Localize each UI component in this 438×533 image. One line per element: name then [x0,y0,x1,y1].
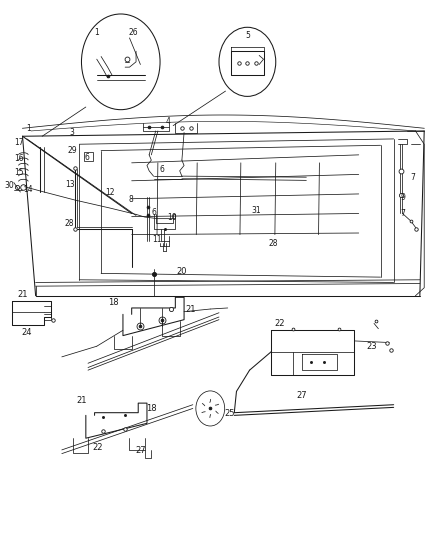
Text: 21: 21 [17,289,28,298]
Text: 31: 31 [251,206,261,215]
Text: 6: 6 [85,153,90,162]
Text: 27: 27 [297,391,307,400]
FancyBboxPatch shape [84,152,93,161]
Text: 7: 7 [400,209,405,218]
Text: 7: 7 [410,173,415,182]
Text: 11: 11 [152,236,162,245]
Text: 9: 9 [401,193,406,202]
Text: 27: 27 [135,447,146,456]
Text: 24: 24 [21,328,32,337]
Text: 14: 14 [23,185,32,195]
Text: 8: 8 [128,195,133,204]
Text: 22: 22 [93,443,103,452]
Text: 20: 20 [177,268,187,276]
Text: 3: 3 [69,128,74,137]
Text: 21: 21 [76,397,87,406]
Text: 30: 30 [4,181,14,190]
Text: 22: 22 [275,319,286,328]
Text: 10: 10 [167,213,177,222]
Text: 6: 6 [160,165,165,174]
Text: 18: 18 [146,404,157,413]
Text: 4: 4 [166,117,170,126]
Text: 28: 28 [269,239,278,248]
Text: 25: 25 [225,409,235,418]
Text: 15: 15 [14,168,24,177]
Text: 1: 1 [94,28,99,37]
Text: 1: 1 [27,124,32,133]
Text: 12: 12 [105,188,115,197]
Text: 21: 21 [185,304,196,313]
Text: 18: 18 [108,298,119,307]
Text: 6: 6 [151,208,156,217]
Text: 17: 17 [14,138,24,147]
Text: 29: 29 [67,146,77,155]
Text: 28: 28 [65,220,74,229]
Text: 23: 23 [367,342,377,351]
Text: 26: 26 [128,28,138,37]
Text: 5: 5 [245,31,250,40]
Text: 16: 16 [14,154,24,163]
Text: 13: 13 [65,180,74,189]
